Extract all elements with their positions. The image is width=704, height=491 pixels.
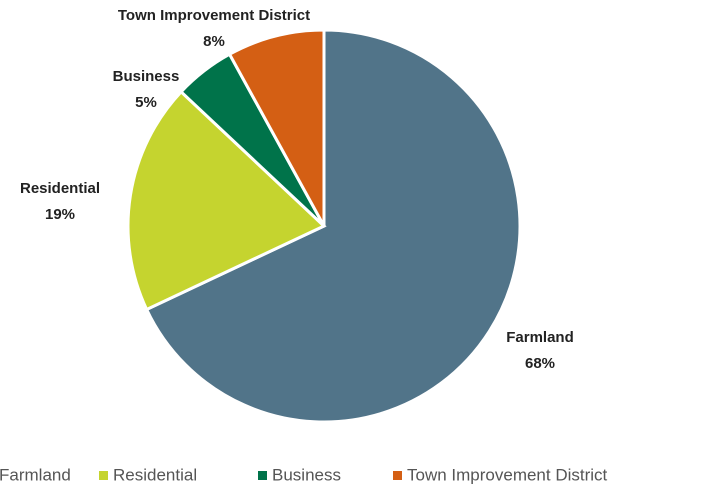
legend-label: Residential [113, 465, 197, 484]
legend-label: Town Improvement District [407, 465, 608, 484]
slice-category-label: Residential [20, 180, 100, 197]
slice-value-label: 5% [135, 94, 157, 111]
pie-slice [227, 28, 326, 227]
pie-slice [126, 89, 327, 312]
legend-swatch [393, 471, 402, 480]
slice-category-label: Town Improvement District [118, 7, 310, 24]
legend-swatch [99, 471, 108, 480]
slice-value-label: 8% [203, 33, 225, 50]
slice-value-label: 19% [45, 206, 75, 223]
legend-label: Business [272, 465, 341, 484]
legend-label: Farmland [0, 465, 71, 484]
slice-category-label: Farmland [506, 329, 574, 346]
slice-category-label: Business [113, 68, 180, 85]
slice-value-label: 68% [525, 355, 555, 372]
pie-slice [144, 28, 522, 424]
legend-swatch [258, 471, 267, 480]
